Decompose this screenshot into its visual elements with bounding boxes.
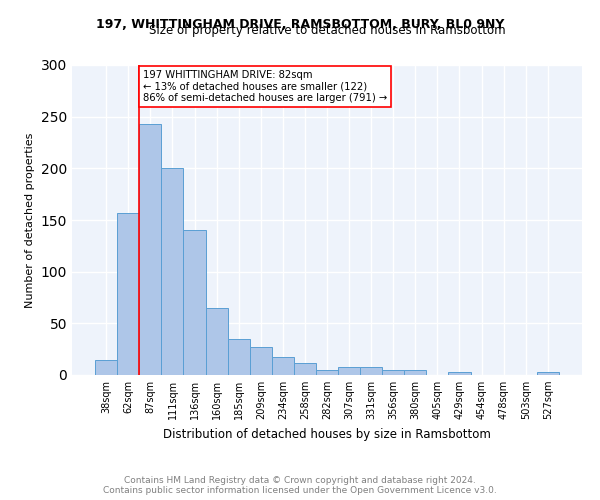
Bar xyxy=(117,213,139,375)
Title: Size of property relative to detached houses in Ramsbottom: Size of property relative to detached ho… xyxy=(149,24,505,38)
Bar xyxy=(227,339,250,375)
Bar xyxy=(206,308,227,375)
Text: 197 WHITTINGHAM DRIVE: 82sqm
← 13% of detached houses are smaller (122)
86% of s: 197 WHITTINGHAM DRIVE: 82sqm ← 13% of de… xyxy=(143,70,387,103)
Bar xyxy=(95,360,117,375)
Bar xyxy=(338,366,360,375)
Bar xyxy=(448,372,470,375)
Bar xyxy=(184,230,206,375)
Bar xyxy=(404,370,427,375)
Bar xyxy=(537,372,559,375)
Bar xyxy=(316,370,338,375)
Bar xyxy=(294,362,316,375)
Bar xyxy=(250,347,272,375)
X-axis label: Distribution of detached houses by size in Ramsbottom: Distribution of detached houses by size … xyxy=(163,428,491,440)
Bar xyxy=(272,358,294,375)
Y-axis label: Number of detached properties: Number of detached properties xyxy=(25,132,35,308)
Text: Contains HM Land Registry data © Crown copyright and database right 2024.
Contai: Contains HM Land Registry data © Crown c… xyxy=(103,476,497,495)
Bar xyxy=(382,370,404,375)
Bar xyxy=(360,366,382,375)
Bar xyxy=(139,124,161,375)
Text: 197, WHITTINGHAM DRIVE, RAMSBOTTOM, BURY, BL0 9NY: 197, WHITTINGHAM DRIVE, RAMSBOTTOM, BURY… xyxy=(96,18,504,30)
Bar xyxy=(161,168,184,375)
